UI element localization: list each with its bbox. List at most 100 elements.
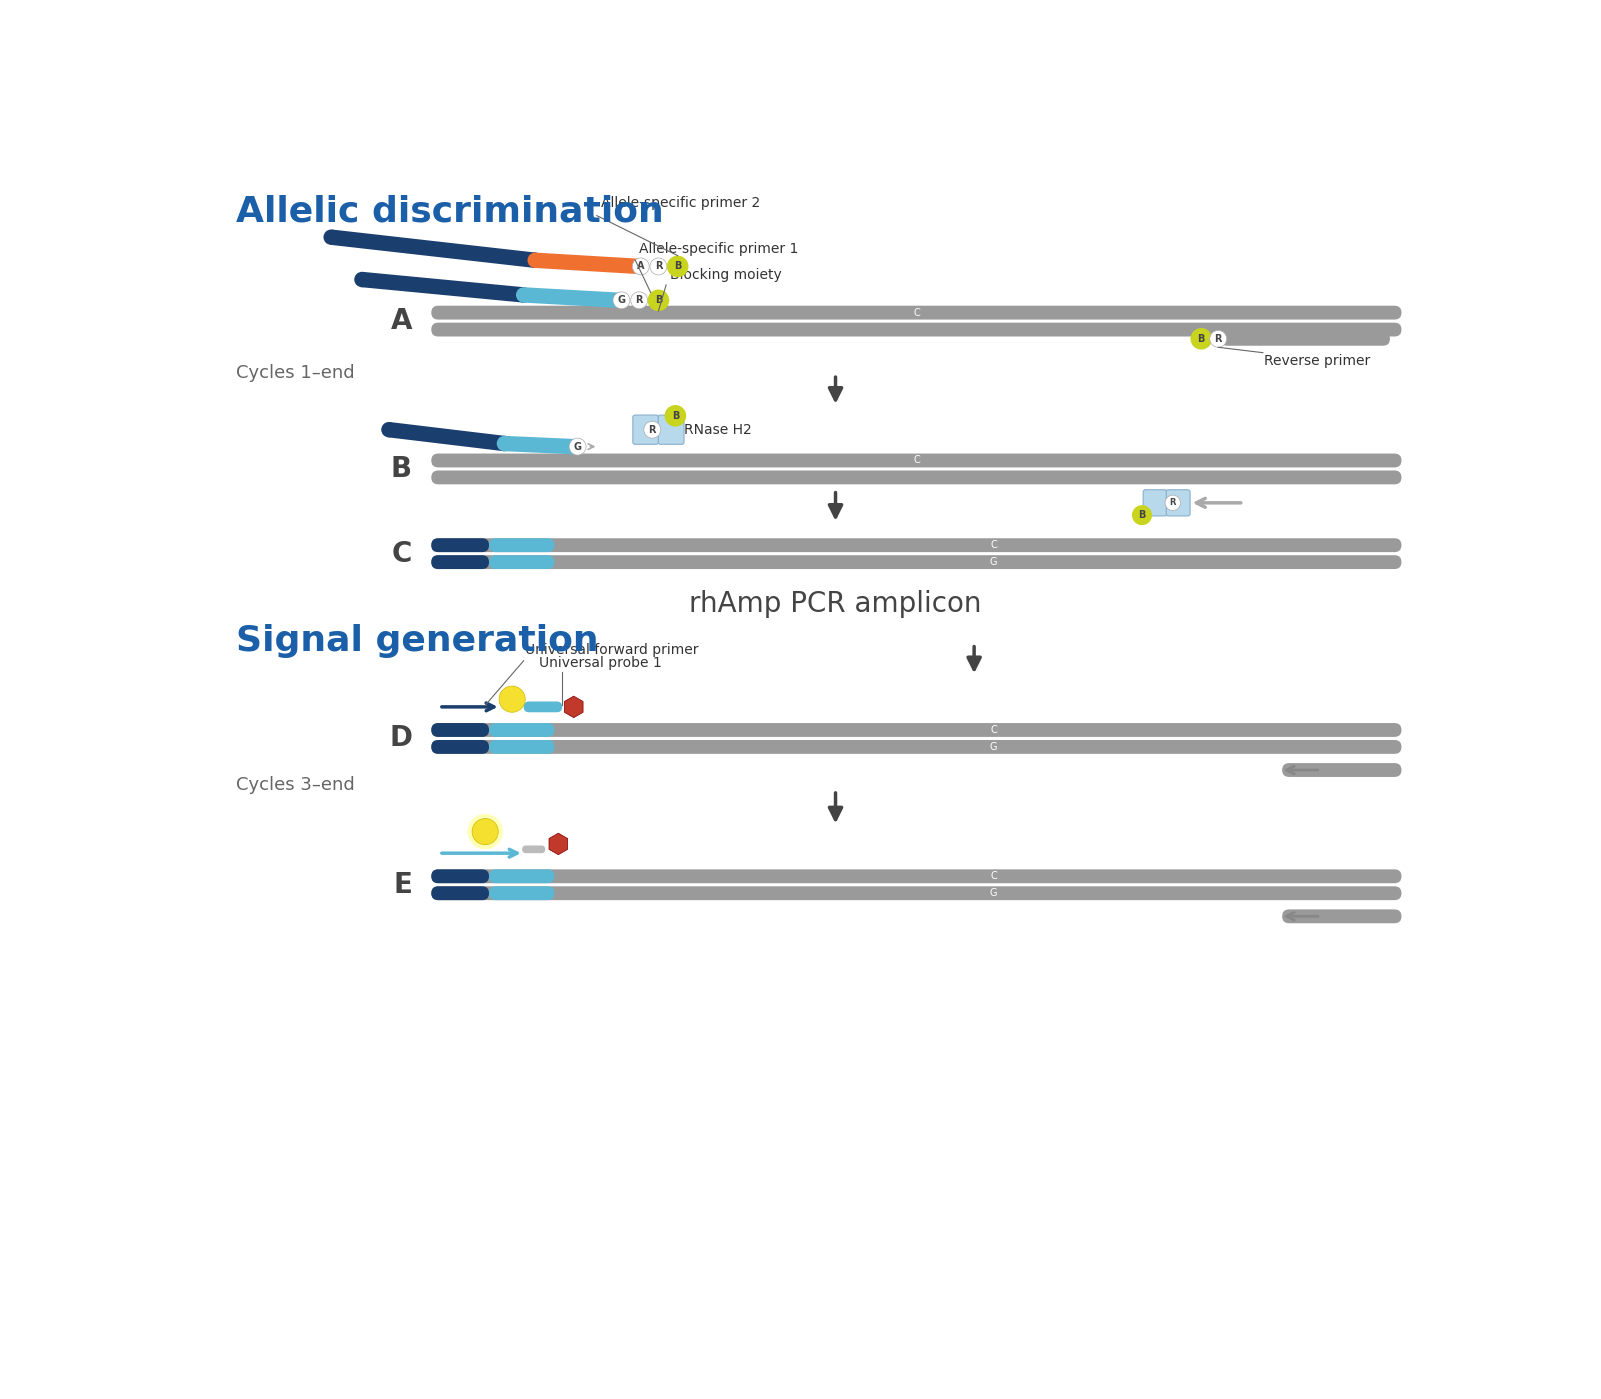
FancyBboxPatch shape [431, 723, 1401, 737]
FancyBboxPatch shape [431, 323, 1401, 337]
Circle shape [527, 253, 543, 269]
Text: Allele-specific primer 1: Allele-specific primer 1 [639, 242, 799, 256]
FancyBboxPatch shape [431, 555, 488, 569]
Text: G: G [618, 295, 626, 305]
FancyBboxPatch shape [431, 453, 1401, 467]
Polygon shape [362, 271, 525, 302]
FancyBboxPatch shape [658, 416, 684, 445]
FancyBboxPatch shape [431, 306, 1401, 319]
Text: R: R [655, 262, 663, 271]
FancyBboxPatch shape [488, 555, 554, 569]
Circle shape [354, 271, 370, 287]
Text: Allelic discrimination: Allelic discrimination [237, 194, 664, 229]
FancyBboxPatch shape [488, 869, 554, 883]
FancyBboxPatch shape [431, 555, 1401, 569]
Text: R: R [636, 295, 644, 305]
Circle shape [472, 818, 498, 845]
Text: RNase H2: RNase H2 [684, 422, 751, 436]
Text: B: B [674, 262, 682, 271]
Circle shape [467, 814, 503, 849]
Circle shape [1166, 495, 1180, 511]
FancyBboxPatch shape [524, 701, 562, 712]
Circle shape [612, 292, 628, 308]
FancyBboxPatch shape [431, 869, 1401, 883]
FancyBboxPatch shape [431, 869, 488, 883]
Circle shape [496, 436, 512, 452]
Text: C: C [913, 456, 919, 466]
FancyBboxPatch shape [431, 740, 1401, 754]
Circle shape [664, 406, 687, 427]
Text: G: G [989, 888, 997, 898]
Circle shape [516, 287, 532, 302]
Text: Cycles 1–end: Cycles 1–end [237, 364, 355, 382]
Circle shape [323, 229, 339, 245]
Text: D: D [389, 725, 411, 753]
Circle shape [1191, 327, 1212, 350]
Text: A: A [391, 308, 411, 336]
Text: Blocking moiety: Blocking moiety [669, 267, 781, 281]
FancyBboxPatch shape [488, 723, 554, 737]
Circle shape [516, 287, 532, 302]
Circle shape [1132, 505, 1153, 525]
Circle shape [631, 292, 648, 309]
FancyBboxPatch shape [1282, 762, 1401, 776]
FancyBboxPatch shape [522, 845, 546, 853]
FancyBboxPatch shape [431, 723, 488, 737]
FancyBboxPatch shape [632, 416, 658, 445]
Circle shape [650, 257, 668, 276]
Text: C: C [989, 540, 997, 550]
FancyBboxPatch shape [1282, 909, 1401, 923]
Text: Universal probe 1: Universal probe 1 [540, 656, 661, 670]
FancyBboxPatch shape [1143, 490, 1167, 516]
Text: C: C [913, 308, 919, 318]
Circle shape [568, 438, 586, 455]
FancyBboxPatch shape [431, 539, 1401, 553]
FancyBboxPatch shape [431, 470, 1401, 484]
Circle shape [613, 292, 629, 309]
Text: G: G [989, 557, 997, 567]
Polygon shape [524, 287, 620, 308]
Text: C: C [989, 872, 997, 881]
Text: G: G [989, 741, 997, 751]
Text: Reverse primer: Reverse primer [1265, 354, 1370, 368]
FancyBboxPatch shape [1220, 332, 1390, 346]
Circle shape [631, 259, 647, 274]
Polygon shape [504, 436, 575, 455]
Text: C: C [989, 725, 997, 734]
Text: A: A [637, 262, 645, 271]
Text: R: R [1215, 334, 1222, 344]
Circle shape [496, 436, 512, 452]
Circle shape [648, 290, 669, 311]
FancyBboxPatch shape [1166, 490, 1190, 516]
Polygon shape [387, 422, 506, 452]
FancyBboxPatch shape [431, 740, 488, 754]
Polygon shape [330, 229, 536, 269]
FancyBboxPatch shape [431, 887, 1401, 900]
Text: B: B [672, 411, 679, 421]
Polygon shape [565, 697, 583, 718]
Text: rhAmp PCR amplicon: rhAmp PCR amplicon [690, 590, 981, 618]
FancyBboxPatch shape [488, 887, 554, 900]
Text: E: E [394, 870, 411, 898]
FancyBboxPatch shape [431, 887, 488, 900]
Text: C: C [392, 540, 411, 568]
FancyBboxPatch shape [488, 539, 554, 553]
Circle shape [500, 686, 525, 712]
Circle shape [1210, 330, 1226, 347]
Text: B: B [655, 295, 663, 305]
FancyBboxPatch shape [488, 740, 554, 754]
Circle shape [527, 253, 543, 269]
Text: Signal generation: Signal generation [237, 624, 599, 658]
Circle shape [632, 257, 648, 276]
Polygon shape [549, 834, 568, 855]
Text: Universal forward primer: Universal forward primer [525, 642, 698, 656]
Text: B: B [1138, 511, 1146, 520]
Polygon shape [535, 253, 640, 274]
Circle shape [567, 439, 581, 455]
Text: R: R [1170, 498, 1177, 508]
Text: B: B [391, 455, 411, 483]
FancyBboxPatch shape [431, 539, 488, 553]
Text: G: G [573, 442, 581, 452]
Circle shape [668, 256, 688, 277]
Text: Cycles 3–end: Cycles 3–end [237, 776, 355, 795]
